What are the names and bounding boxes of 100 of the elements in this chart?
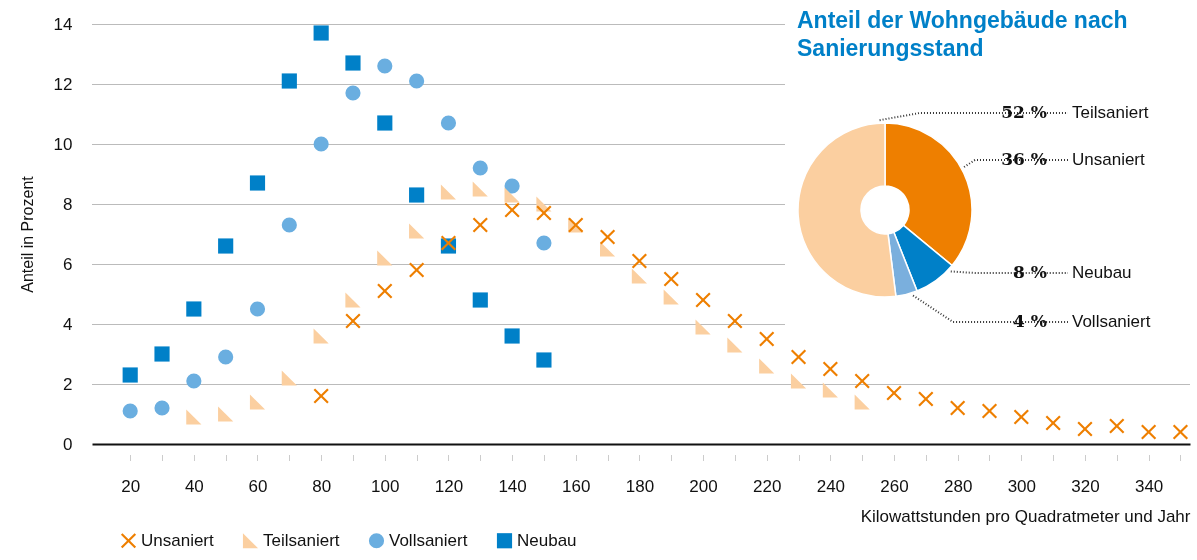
x-tick-label: 240 <box>816 476 846 496</box>
point <box>122 403 138 419</box>
point <box>854 394 870 410</box>
point <box>504 187 520 203</box>
data-label: 36 % <box>1001 149 1047 169</box>
point <box>1045 415 1061 431</box>
x-tick-label: 220 <box>753 476 782 496</box>
point <box>981 403 998 419</box>
y-axis-title: Anteil in Prozent <box>18 175 36 293</box>
point <box>695 292 711 308</box>
point <box>1141 424 1157 440</box>
legend-label: Unsaniert <box>141 530 215 550</box>
point <box>186 373 202 389</box>
x-tick-label: 260 <box>880 476 909 496</box>
point <box>218 406 234 422</box>
point <box>345 292 361 308</box>
point <box>822 382 838 398</box>
x-tick-label: 280 <box>943 476 973 496</box>
point <box>472 217 488 233</box>
x-axis-title: Kilowattstunden pro Quadratmeter und Jahr <box>860 506 1191 526</box>
y-tick-label: 2 <box>63 374 73 394</box>
x-tick-label: 60 <box>248 476 268 496</box>
point <box>186 301 202 317</box>
point <box>313 25 329 41</box>
point <box>313 388 329 404</box>
data-label: 8 % <box>1013 262 1047 282</box>
point <box>759 358 775 374</box>
point <box>186 409 202 425</box>
y-tick-label: 12 <box>53 74 73 94</box>
data-label: 4 % <box>1013 311 1047 331</box>
point <box>886 385 902 401</box>
point <box>122 367 138 383</box>
point <box>440 184 457 200</box>
point <box>218 349 234 365</box>
point <box>313 136 329 152</box>
point <box>1109 418 1125 434</box>
chart-title: Anteil der Wohngebäude nach Sanierungsstand <box>797 6 1129 62</box>
x-tick-label: 100 <box>371 476 400 496</box>
point <box>218 238 234 254</box>
point <box>249 175 266 191</box>
y-tick-label: 14 <box>53 14 73 34</box>
point <box>727 337 743 353</box>
point <box>313 328 329 344</box>
y-tick-label: 10 <box>53 134 73 154</box>
slice-label: Unsaniert <box>1072 150 1146 169</box>
legend-label: Neubau <box>517 530 577 550</box>
point <box>440 115 457 131</box>
slice-label: Vollsaniert <box>1072 312 1151 331</box>
point <box>504 202 520 218</box>
point <box>695 319 711 335</box>
legend-label: Vollsaniert <box>389 530 468 550</box>
point <box>663 271 679 287</box>
point <box>759 331 775 347</box>
point <box>154 346 170 362</box>
y-tick-label: 4 <box>63 314 73 334</box>
point <box>377 250 393 266</box>
x-tick-label: 20 <box>121 476 141 496</box>
point <box>281 370 297 386</box>
point <box>1077 421 1093 437</box>
point <box>918 391 934 407</box>
point <box>600 229 616 245</box>
point <box>631 268 647 284</box>
x-tick-label: 40 <box>184 476 204 496</box>
y-tick-label: 0 <box>63 434 73 454</box>
point <box>1013 409 1029 425</box>
point <box>345 85 361 101</box>
point <box>536 352 552 368</box>
x-tick-label: 120 <box>434 476 464 496</box>
point <box>409 187 425 203</box>
point <box>1172 424 1189 440</box>
point <box>281 217 297 233</box>
legend-label: Teilsaniert <box>263 530 340 550</box>
x-tick-label: 320 <box>1071 476 1100 496</box>
data-label: 52 % <box>1001 102 1047 122</box>
point <box>536 235 552 251</box>
point <box>377 283 393 299</box>
slice-label: Teilsaniert <box>1072 103 1149 122</box>
point <box>409 73 425 89</box>
point <box>472 292 488 308</box>
point <box>727 313 743 329</box>
point <box>663 289 679 305</box>
point <box>345 55 361 71</box>
point <box>409 262 425 278</box>
x-tick-label: 340 <box>1134 476 1164 496</box>
point <box>377 115 393 131</box>
point <box>154 400 170 416</box>
y-tick-label: 6 <box>63 254 73 274</box>
point <box>504 178 520 194</box>
y-tick-label: 8 <box>63 194 73 214</box>
point <box>504 328 520 344</box>
point <box>281 73 297 89</box>
point <box>790 373 807 389</box>
x-tick-label: 200 <box>689 476 718 496</box>
point <box>249 301 266 317</box>
x-tick-label: 300 <box>1007 476 1037 496</box>
point <box>345 313 361 329</box>
x-tick-label: 80 <box>312 476 332 496</box>
x-tick-label: 180 <box>625 476 655 496</box>
point <box>249 394 266 410</box>
point <box>631 253 647 269</box>
